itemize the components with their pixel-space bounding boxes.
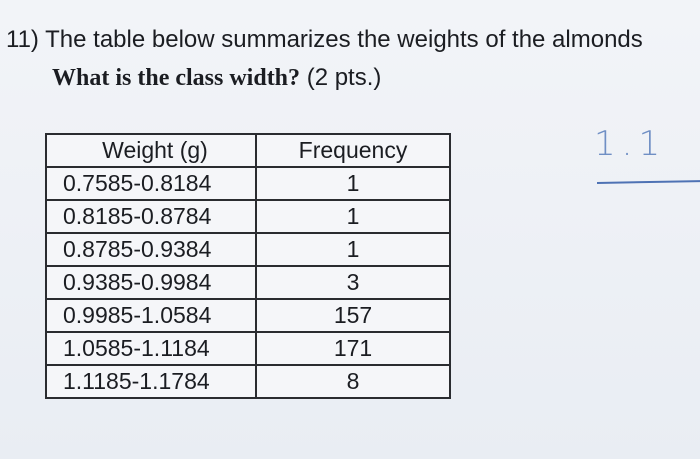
frequency-cell: 1 bbox=[255, 199, 451, 234]
table-row: 0.7585-0.8184 1 bbox=[45, 166, 451, 201]
weight-cell: 0.9985-1.0584 bbox=[45, 298, 257, 333]
weight-cell: 0.7585-0.8184 bbox=[45, 166, 257, 201]
question-number: 11) bbox=[6, 26, 39, 53]
frequency-cell: 1 bbox=[255, 232, 451, 267]
table-row: 1.1185-1.1784 8 bbox=[45, 364, 451, 399]
table-row: 0.8185-0.8784 1 bbox=[45, 199, 451, 234]
weight-cell: 1.0585-1.1184 bbox=[45, 331, 257, 366]
frequency-cell: 1 bbox=[255, 166, 451, 201]
weight-cell: 1.1185-1.1784 bbox=[45, 364, 257, 399]
table-row: 1.0585-1.1184 171 bbox=[45, 331, 451, 366]
question-points: (2 pts.) bbox=[306, 64, 382, 91]
weight-cell: 0.8185-0.8784 bbox=[45, 199, 257, 234]
frequency-cell: 3 bbox=[255, 265, 451, 300]
weight-cell: 0.9385-0.9984 bbox=[45, 265, 257, 300]
header-cell: Weight (g) bbox=[45, 133, 257, 168]
table-row: 0.9385-0.9984 3 bbox=[45, 265, 451, 300]
question-text: The table below summarizes the weights o… bbox=[45, 26, 643, 53]
handwritten-answer: 1.1 bbox=[594, 124, 667, 164]
frequency-cell: 8 bbox=[255, 364, 451, 399]
frequency-cell: 171 bbox=[255, 331, 451, 366]
weight-cell: 0.8785-0.9384 bbox=[45, 232, 257, 267]
question-line: What is the class width? (2 pts.) bbox=[52, 64, 381, 92]
question-prompt: What is the class width? bbox=[52, 65, 301, 91]
frequency-table: Weight (g) Frequency 0.7585-0.8184 1 0.818… bbox=[45, 133, 451, 399]
header-cell: Frequency bbox=[255, 133, 451, 168]
question-line: 11) The table below summarizes the weigh… bbox=[6, 26, 643, 54]
frequency-cell: 157 bbox=[255, 298, 451, 333]
handwritten-underline bbox=[596, 180, 700, 184]
table-header: Weight (g) Frequency bbox=[45, 133, 451, 168]
table-row: 0.8785-0.9384 1 bbox=[45, 232, 451, 267]
table-row: 0.9985-1.0584 157 bbox=[45, 298, 451, 333]
